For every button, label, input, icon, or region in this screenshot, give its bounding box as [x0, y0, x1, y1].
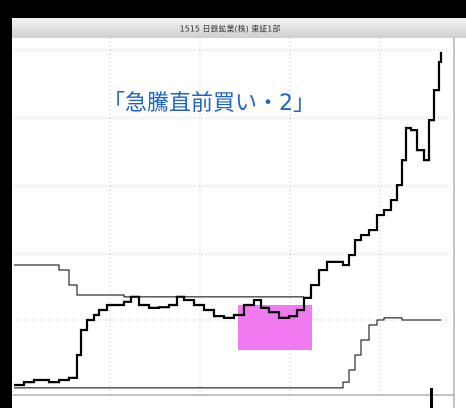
- price-line: [14, 51, 443, 387]
- price-line: [14, 317, 441, 389]
- price-line: [14, 264, 304, 298]
- title-bar: [12, 18, 466, 38]
- annotation: 「急騰直前買い・2」: [103, 91, 315, 116]
- chart-title: 1515 日鉄鉱業(株) 東証1部: [180, 24, 281, 34]
- grid: [14, 38, 454, 395]
- volume-bar: [430, 388, 433, 408]
